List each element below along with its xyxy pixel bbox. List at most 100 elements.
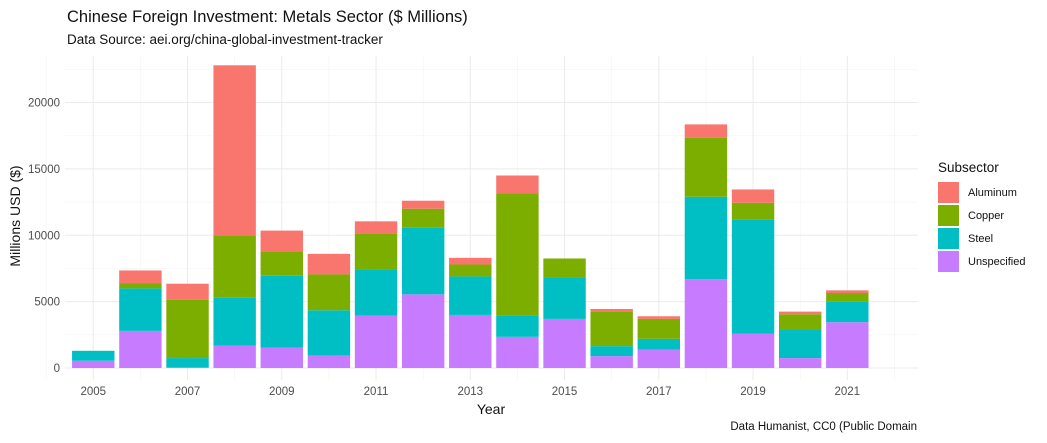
bar-unspecified-2006 xyxy=(119,330,162,369)
bar-steel-2009 xyxy=(260,275,303,348)
bar-aluminum-2008 xyxy=(213,65,256,236)
bar-steel-2005 xyxy=(72,350,115,361)
bar-unspecified-2008 xyxy=(213,345,256,369)
bar-aluminum-2017 xyxy=(637,316,681,319)
bar-aluminum-2019 xyxy=(731,189,775,203)
bar-unspecified-2010 xyxy=(307,355,351,369)
legend-label-aluminum: Aluminum xyxy=(968,186,1017,199)
bar-aluminum-2016 xyxy=(590,308,633,312)
bar-aluminum-2007 xyxy=(166,283,209,300)
bar-copper-2014 xyxy=(496,193,539,316)
x-tick-label: 2017 xyxy=(646,386,672,398)
x-tick-label: 2021 xyxy=(835,386,861,398)
x-tick-label: 2007 xyxy=(175,386,201,398)
x-tick-labels: 2005 2007 2009 2011 2013 2015 2017 2019 2021 xyxy=(80,386,860,398)
legend-key-unspecified xyxy=(938,251,959,272)
bar-copper-2016 xyxy=(590,311,633,347)
bar-unspecified-2018 xyxy=(684,279,728,369)
bar-unspecified-2005 xyxy=(72,360,115,369)
legend-key-copper xyxy=(938,205,959,226)
bar-copper-2006 xyxy=(119,283,162,289)
x-tick-label: 2011 xyxy=(364,386,389,398)
bar-steel-2021 xyxy=(826,301,869,323)
x-tick-label: 2019 xyxy=(740,386,766,398)
y-tick-label: 0 xyxy=(54,363,60,375)
bar-steel-2012 xyxy=(401,227,445,295)
bar-aluminum-2006 xyxy=(119,270,162,284)
bar-copper-2010 xyxy=(307,274,351,311)
bar-unspecified-2020 xyxy=(778,358,822,369)
legend-label-unspecified: Unspecified xyxy=(968,255,1026,268)
bar-copper-2009 xyxy=(260,251,303,276)
bar-unspecified-2007 xyxy=(166,367,209,369)
legend-item-aluminum: Aluminum xyxy=(938,181,1025,204)
bar-copper-2015 xyxy=(543,258,586,278)
bar-steel-2013 xyxy=(449,276,492,315)
x-tick-label: 2015 xyxy=(552,386,578,398)
bar-steel-2020 xyxy=(778,329,822,359)
bar-steel-2007 xyxy=(166,358,209,368)
bar-unspecified-2014 xyxy=(496,336,539,369)
bar-aluminum-2012 xyxy=(401,200,445,209)
bar-unspecified-2013 xyxy=(449,314,492,369)
bar-copper-2007 xyxy=(166,299,209,359)
legend-label-copper: Copper xyxy=(968,209,1005,222)
bar-unspecified-2009 xyxy=(260,347,303,369)
chart-caption: Data Humanist, CC0 (Public Domain xyxy=(730,421,917,433)
legend: Subsector Aluminum Copper Steel Unspecified xyxy=(938,160,1025,273)
bar-copper-2017 xyxy=(637,318,681,339)
bar-aluminum-2014 xyxy=(496,175,539,194)
bar-steel-2019 xyxy=(731,219,775,334)
y-tick-label: 5000 xyxy=(34,297,60,309)
legend-item-steel: Steel xyxy=(938,227,1025,250)
y-axis-label: Millions USD ($) xyxy=(7,165,23,266)
x-tick-label: 2009 xyxy=(269,386,295,398)
bar-steel-2017 xyxy=(637,338,681,350)
bar-unspecified-2015 xyxy=(543,318,586,369)
bar-aluminum-2021 xyxy=(826,290,869,294)
bar-aluminum-2013 xyxy=(449,257,492,265)
y-tick-label: 10000 xyxy=(28,230,60,242)
bar-copper-2011 xyxy=(354,233,398,270)
chart-subtitle: Data Source: aei.org/china-global-invest… xyxy=(67,32,383,47)
bar-steel-2016 xyxy=(590,346,633,357)
legend-label-steel: Steel xyxy=(968,232,994,245)
bar-unspecified-2021 xyxy=(826,322,869,369)
x-tick-label: 2013 xyxy=(457,386,483,398)
bar-steel-2010 xyxy=(307,310,351,356)
legend-key-steel xyxy=(938,228,959,249)
x-tick-label: 2005 xyxy=(80,386,106,398)
bar-steel-2015 xyxy=(543,277,586,319)
bar-copper-2018 xyxy=(684,137,728,197)
bar-copper-2012 xyxy=(401,208,445,228)
bar-aluminum-2011 xyxy=(354,221,398,234)
bar-steel-2018 xyxy=(684,196,728,280)
legend-items: Aluminum Copper Steel Unspecified xyxy=(938,181,1025,273)
bar-copper-2008 xyxy=(213,235,256,298)
chart-title: Chinese Foreign Investment: Metals Secto… xyxy=(67,8,468,26)
bar-unspecified-2019 xyxy=(731,333,775,369)
bar-copper-2019 xyxy=(731,202,775,220)
legend-key-aluminum xyxy=(938,182,959,203)
y-tick-label: 20000 xyxy=(28,97,60,109)
bar-steel-2008 xyxy=(213,297,256,346)
x-axis-label: Year xyxy=(477,401,506,417)
bar-unspecified-2012 xyxy=(401,294,445,369)
bar-aluminum-2020 xyxy=(778,311,822,315)
bar-copper-2013 xyxy=(449,264,492,277)
bar-copper-2020 xyxy=(778,314,822,330)
bar-steel-2006 xyxy=(119,288,162,331)
bar-aluminum-2009 xyxy=(260,230,303,252)
bar-steel-2011 xyxy=(354,269,398,316)
bar-unspecified-2011 xyxy=(354,315,398,369)
bar-copper-2021 xyxy=(826,293,869,302)
bar-aluminum-2018 xyxy=(684,124,728,138)
legend-item-copper: Copper xyxy=(938,204,1025,227)
legend-title: Subsector xyxy=(938,160,999,175)
bars-group xyxy=(72,65,869,369)
bar-steel-2014 xyxy=(496,315,539,337)
legend-item-unspecified: Unspecified xyxy=(938,250,1025,273)
bar-unspecified-2016 xyxy=(590,356,633,369)
bar-aluminum-2010 xyxy=(307,253,351,275)
